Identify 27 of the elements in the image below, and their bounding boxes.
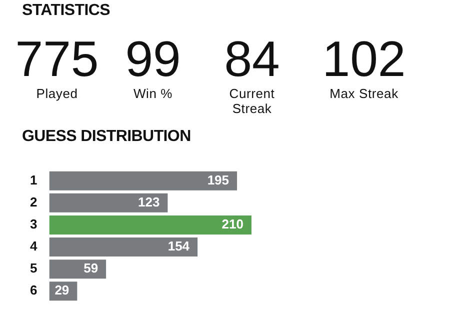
data-label: 59 — [84, 260, 98, 276]
bar — [49, 193, 168, 212]
category-label: Current Streak — [228, 86, 276, 116]
y-tick-label: 1 — [30, 172, 38, 188]
category-label: Max Streak — [328, 86, 400, 101]
data-label: 154 — [168, 238, 190, 254]
y-tick-label: 5 — [30, 260, 38, 276]
data-label: 99 — [124, 31, 182, 87]
bar — [49, 171, 238, 190]
bar — [49, 238, 198, 257]
bar — [49, 215, 252, 234]
data-label: 123 — [138, 194, 160, 210]
data-label: 29 — [54, 282, 70, 298]
data-label: 775 — [14, 31, 100, 87]
y-tick-label: 6 — [30, 282, 38, 298]
y-tick-label: 4 — [30, 238, 38, 254]
data-label: 84 — [223, 31, 281, 87]
bar — [49, 260, 106, 279]
data-label: 210 — [222, 216, 244, 232]
data-label: 102 — [321, 31, 407, 87]
chart-title: GUESS DISTRIBUTION — [22, 128, 191, 146]
data-label: 195 — [207, 172, 230, 188]
y-tick-label: 2 — [30, 194, 38, 210]
text: STATISTICS — [22, 2, 110, 20]
y-tick-label: 3 — [30, 216, 38, 232]
category-label: Played — [35, 86, 79, 101]
category-label: Win % — [132, 86, 174, 101]
